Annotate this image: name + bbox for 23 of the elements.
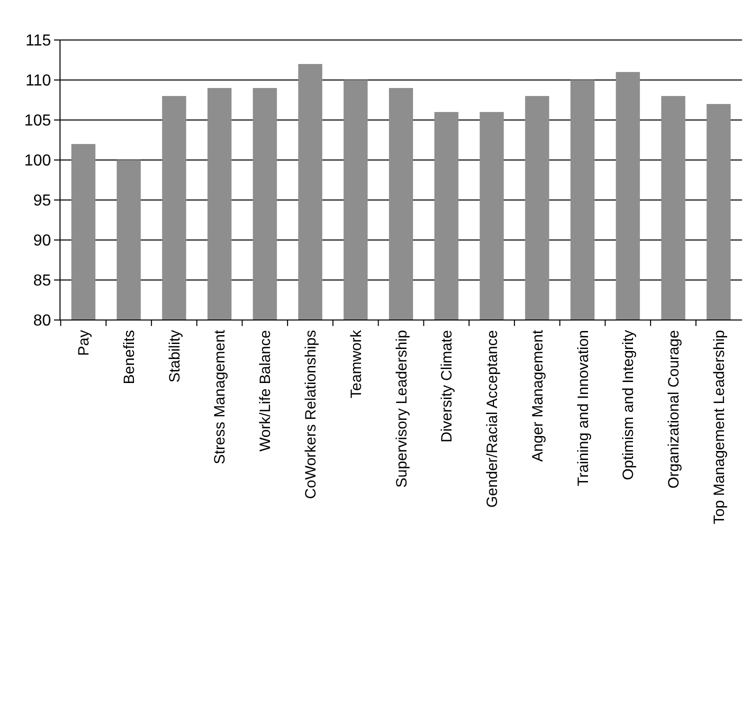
x-tick-label: Training and Innovation [574, 330, 592, 486]
y-tick-label: 115 [25, 32, 52, 50]
x-tick-label: Anger Management [529, 329, 546, 462]
y-tick-label: 80 [33, 312, 52, 330]
y-tick-label: 90 [33, 232, 52, 250]
x-tick-label: Pay [76, 330, 93, 356]
y-tick-label: 105 [24, 112, 52, 130]
x-tick-label: Teamwork [348, 330, 365, 398]
x-tick-label: Work/Life Balance [257, 330, 274, 452]
x-tick-label: Benefits [120, 330, 138, 384]
x-tick-label: Supervisory Leadership [393, 330, 410, 488]
x-tick-label: Stress Management [212, 329, 229, 464]
y-tick-label: 100 [24, 152, 52, 170]
y-tick-label: 110 [25, 72, 52, 90]
x-tick-label: Diversity Climate [438, 330, 456, 443]
x-tick-label: Organizational Courage [666, 330, 683, 488]
x-tick-label: Top Management Leadership [710, 330, 728, 524]
x-tick-label: Gender/Racial Acceptance [484, 330, 501, 508]
y-tick-label: 85 [33, 272, 52, 290]
x-tick-label: Optimism and Integrity [620, 330, 638, 480]
x-tick-label: Stability [166, 330, 184, 383]
x-tick-label: CoWorkers Relationships [302, 330, 320, 499]
y-tick-label: 95 [33, 192, 52, 210]
